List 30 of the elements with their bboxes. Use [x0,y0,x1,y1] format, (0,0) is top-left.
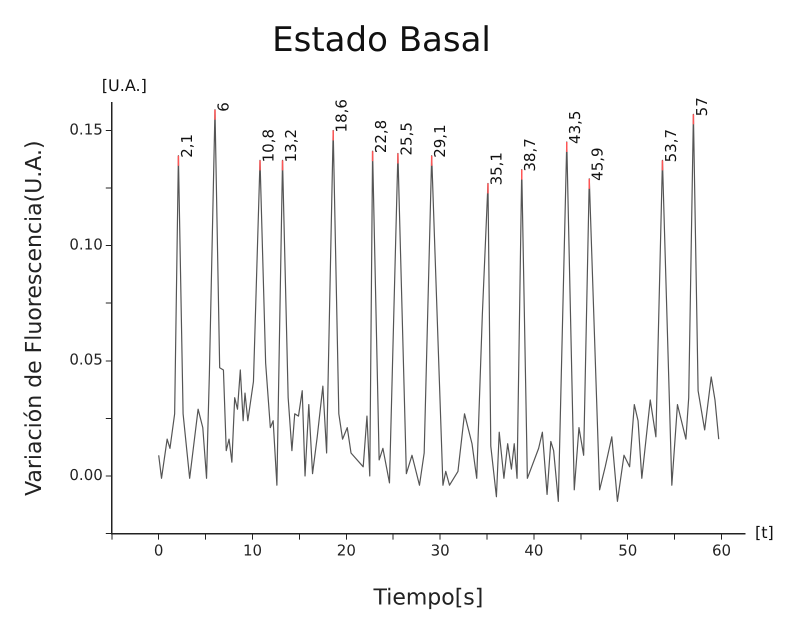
annotation: 18,6 [332,99,351,132]
annotation: 45,9 [588,147,607,181]
x-tick-label: 20 [336,541,356,560]
annotation: 25,5 [397,122,416,156]
y-tick-label: 0.05 [69,350,103,369]
y-tick-label: 0.15 [69,120,103,138]
annotation: 2,1 [178,134,196,158]
x-tick-label: 30 [430,541,450,560]
x-axis-title: Tiempo[s] [372,586,484,611]
annotation: 6 [214,102,232,112]
x-tick-label: 60 [712,541,732,560]
y-tick-label: 0.10 [69,236,103,254]
x-tick-label: 40 [524,541,544,560]
y-axis-title: Variación de Fluorescencia(U.A.) [22,140,47,496]
annotation: 13,2 [282,128,300,162]
x-tick-label: 10 [242,541,262,560]
text: [U.A.] [102,76,147,95]
annotation: 10,8 [259,128,278,162]
y-tick-label: 0.00 [69,466,103,484]
annotation: 43,5 [566,110,584,144]
annotation: 22,8 [372,120,390,154]
text: [t] [755,522,774,542]
x-tick-label: 50 [618,541,638,560]
chart-title: Estado Basal [272,20,491,60]
annotation: 57 [692,97,711,116]
annotation: 29,1 [431,124,450,158]
annotation: 38,7 [521,138,540,172]
x-tick-label: 0 [154,541,164,560]
annotation: 35,1 [487,152,506,186]
annotation: 53,7 [662,128,680,162]
